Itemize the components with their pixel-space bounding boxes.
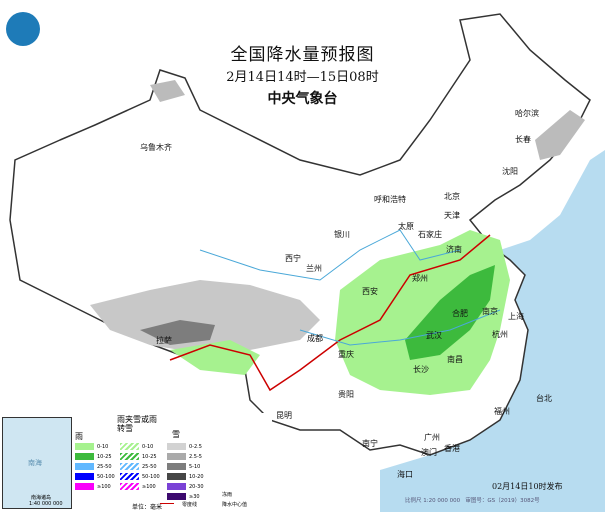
- legend-label-mixed: 25-50: [142, 464, 157, 470]
- legend-snow-title: 雪: [172, 430, 180, 439]
- snow-xinjiang: [150, 80, 185, 102]
- legend-label-snow: 0-2.5: [189, 444, 202, 450]
- city-label: 太原: [398, 222, 414, 231]
- legend-swatch-mixed: [120, 463, 139, 470]
- issue-time: 02月14日10时发布: [492, 482, 563, 491]
- legend-swatch-rain: [75, 443, 94, 450]
- city-label: 银川: [334, 230, 350, 239]
- city-label: 香港: [444, 444, 460, 453]
- rain-southwest: [170, 340, 260, 375]
- legend-label-mixed: 50-100: [142, 474, 160, 480]
- city-label: 合肥: [452, 309, 468, 318]
- legend-swatch-mixed: [120, 453, 139, 460]
- map-number: 审图号：GS（2019）3082号: [465, 498, 540, 504]
- forecast-period: 2月14日14时—15日08时: [226, 70, 379, 85]
- legend-label-mixed: 0-10: [142, 444, 154, 450]
- rain-light: [335, 230, 510, 395]
- city-label: 长春: [515, 135, 531, 144]
- legend-label-rain: ≥100: [97, 484, 111, 490]
- inset-sea-label: 南海: [28, 459, 42, 467]
- legend-swatch-mixed: [120, 483, 139, 490]
- legend: 雨 雨夹雪或雨转雪 雪 0-10 10-25 25-50 50-100 ≥100 0-10…: [72, 413, 272, 511]
- snow-northeast: [535, 110, 585, 160]
- city-label: 贵阳: [338, 390, 354, 399]
- rain-moderate: [405, 265, 495, 360]
- legend-swatch-rain: [75, 463, 94, 470]
- city-label: 广州: [424, 433, 440, 442]
- city-label: 长沙: [413, 365, 429, 374]
- scale-text: 比例尺 1:20 000 000 审图号：GS（2019）3082号: [405, 496, 540, 504]
- legend-swatch-snow: [167, 463, 186, 470]
- city-label: 天津: [444, 211, 460, 220]
- snow-tibet-heavy: [140, 320, 215, 345]
- city-label: 上海: [508, 312, 524, 321]
- city-label: 重庆: [338, 350, 354, 359]
- legend-rain-title: 雨: [75, 432, 83, 441]
- sea: [380, 150, 605, 512]
- city-label: 成都: [307, 334, 323, 343]
- city-label: 郑州: [412, 274, 428, 283]
- freezing-line: [169, 234, 491, 392]
- legend-swatch-snow: [167, 453, 186, 460]
- city-label: 南昌: [447, 355, 463, 364]
- scale: 比例尺 1:20 000 000: [405, 498, 461, 504]
- city-label: 西宁: [285, 254, 301, 263]
- south-china-sea-inset: 南海 南海诸岛 1:40 000 000: [2, 417, 72, 509]
- inset-scale: 1:40 000 000: [29, 501, 63, 507]
- legend-label-mixed: 10-25: [142, 454, 157, 460]
- city-label: 兰州: [306, 264, 322, 273]
- city-label: 北京: [444, 192, 460, 201]
- legend-label-mixed: ≥100: [142, 484, 156, 490]
- legend-center: 降水中心值: [222, 502, 248, 508]
- legend-label-rain: 50-100: [97, 474, 115, 480]
- legend-swatch-mixed: [120, 443, 139, 450]
- city-label: 呼和浩特: [374, 195, 406, 204]
- city-label: 石家庄: [418, 230, 442, 239]
- city-label: 西安: [362, 287, 378, 296]
- legend-unit: 单位：毫米: [132, 504, 163, 511]
- city-label: 济南: [446, 245, 462, 254]
- city-label: 乌鲁木齐: [140, 143, 172, 152]
- city-label: 南京: [482, 307, 498, 316]
- legend-swatch-snow: [167, 483, 186, 490]
- legend-swatch-snow: [167, 473, 186, 480]
- legend-swatch-snow: [167, 443, 186, 450]
- legend-mixed-title: 雨夹雪或雨转雪: [117, 415, 157, 433]
- snow-tibet: [90, 280, 320, 355]
- legend-swatch-rain: [75, 473, 94, 480]
- legend-label-snow: 20-30: [189, 484, 204, 490]
- legend-swatch-snow: [167, 493, 186, 500]
- agency: 中央气象台: [267, 91, 338, 107]
- legend-swatch-rain: [75, 483, 94, 490]
- city-label: 澳门: [421, 448, 437, 457]
- inset-islands: 南海诸岛: [31, 495, 52, 501]
- city-label: 拉萨: [156, 336, 172, 345]
- legend-swatch-rain: [75, 453, 94, 460]
- rivers: [199, 229, 501, 346]
- city-label: 哈尔滨: [515, 109, 539, 118]
- city-label: 昆明: [276, 411, 292, 420]
- legend-freezing-line: 零度线: [182, 502, 198, 508]
- legend-sleet: 冻雨: [222, 492, 233, 498]
- city-label: 武汉: [426, 331, 442, 340]
- legend-label-rain: 10-25: [97, 454, 112, 460]
- map-title: 全国降水量预报图: [230, 45, 375, 65]
- legend-label-snow: 2.5-5: [189, 454, 202, 460]
- city-label: 福州: [494, 407, 510, 416]
- legend-label-snow: ≥30: [189, 494, 200, 500]
- legend-label-rain: 0-10: [97, 444, 109, 450]
- legend-label-snow: 10-20: [189, 474, 204, 480]
- city-label: 台北: [536, 394, 552, 403]
- legend-swatch-mixed: [120, 473, 139, 480]
- city-label: 南宁: [362, 439, 378, 448]
- cma-logo: [6, 12, 40, 46]
- city-label: 杭州: [492, 330, 508, 339]
- city-label: 沈阳: [502, 167, 518, 176]
- city-label: 海口: [397, 470, 413, 479]
- legend-label-rain: 25-50: [97, 464, 112, 470]
- legend-label-snow: 5-10: [189, 464, 201, 470]
